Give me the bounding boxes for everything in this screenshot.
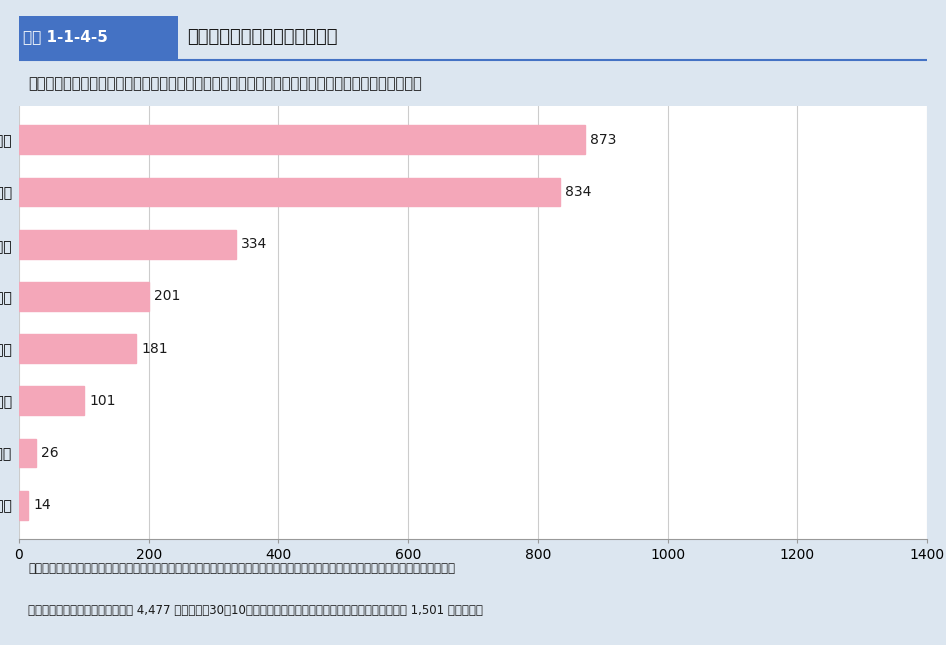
Bar: [19, 439, 36, 468]
FancyBboxPatch shape: [19, 16, 178, 60]
Text: 834: 834: [565, 185, 591, 199]
Text: 201: 201: [154, 290, 181, 303]
Text: 181: 181: [142, 342, 168, 355]
Bar: [19, 491, 28, 519]
Bar: [19, 334, 136, 363]
Text: 臨時休館中の児童館の取組内容: 臨時休館中の児童館の取組内容: [187, 28, 338, 46]
Bar: [19, 230, 236, 259]
Text: 図表 1-1-4-5: 図表 1-1-4-5: [24, 29, 109, 44]
Text: （注）　調査対象は全国の児童館 4,477 施設（平成30年10月１日現在／社会福祉施設等調査）。有効回答数は 1,501 サンプル。: （注） 調査対象は全国の児童館 4,477 施設（平成30年10月１日現在／社会…: [28, 604, 482, 617]
Bar: [19, 126, 586, 154]
Text: 101: 101: [90, 394, 116, 408]
Text: 14: 14: [33, 498, 51, 512]
Text: 334: 334: [241, 237, 267, 251]
Bar: [19, 386, 84, 415]
Text: 資料：全国児童館連絡協議会・一般財団法人児童健全育成推進財団「児童館における新型コロナウイルス感染症対策に関する緊急調査」: 資料：全国児童館連絡協議会・一般財団法人児童健全育成推進財団「児童館における新型…: [28, 562, 455, 575]
Text: 「コロナ対策期間中の健全育成活動として取り組まれたことを選択してください。【複数選択可】」: 「コロナ対策期間中の健全育成活動として取り組まれたことを選択してください。【複数…: [28, 77, 422, 92]
Text: 873: 873: [590, 133, 617, 147]
Text: 26: 26: [41, 446, 59, 460]
Bar: [19, 177, 560, 206]
Bar: [19, 282, 149, 311]
